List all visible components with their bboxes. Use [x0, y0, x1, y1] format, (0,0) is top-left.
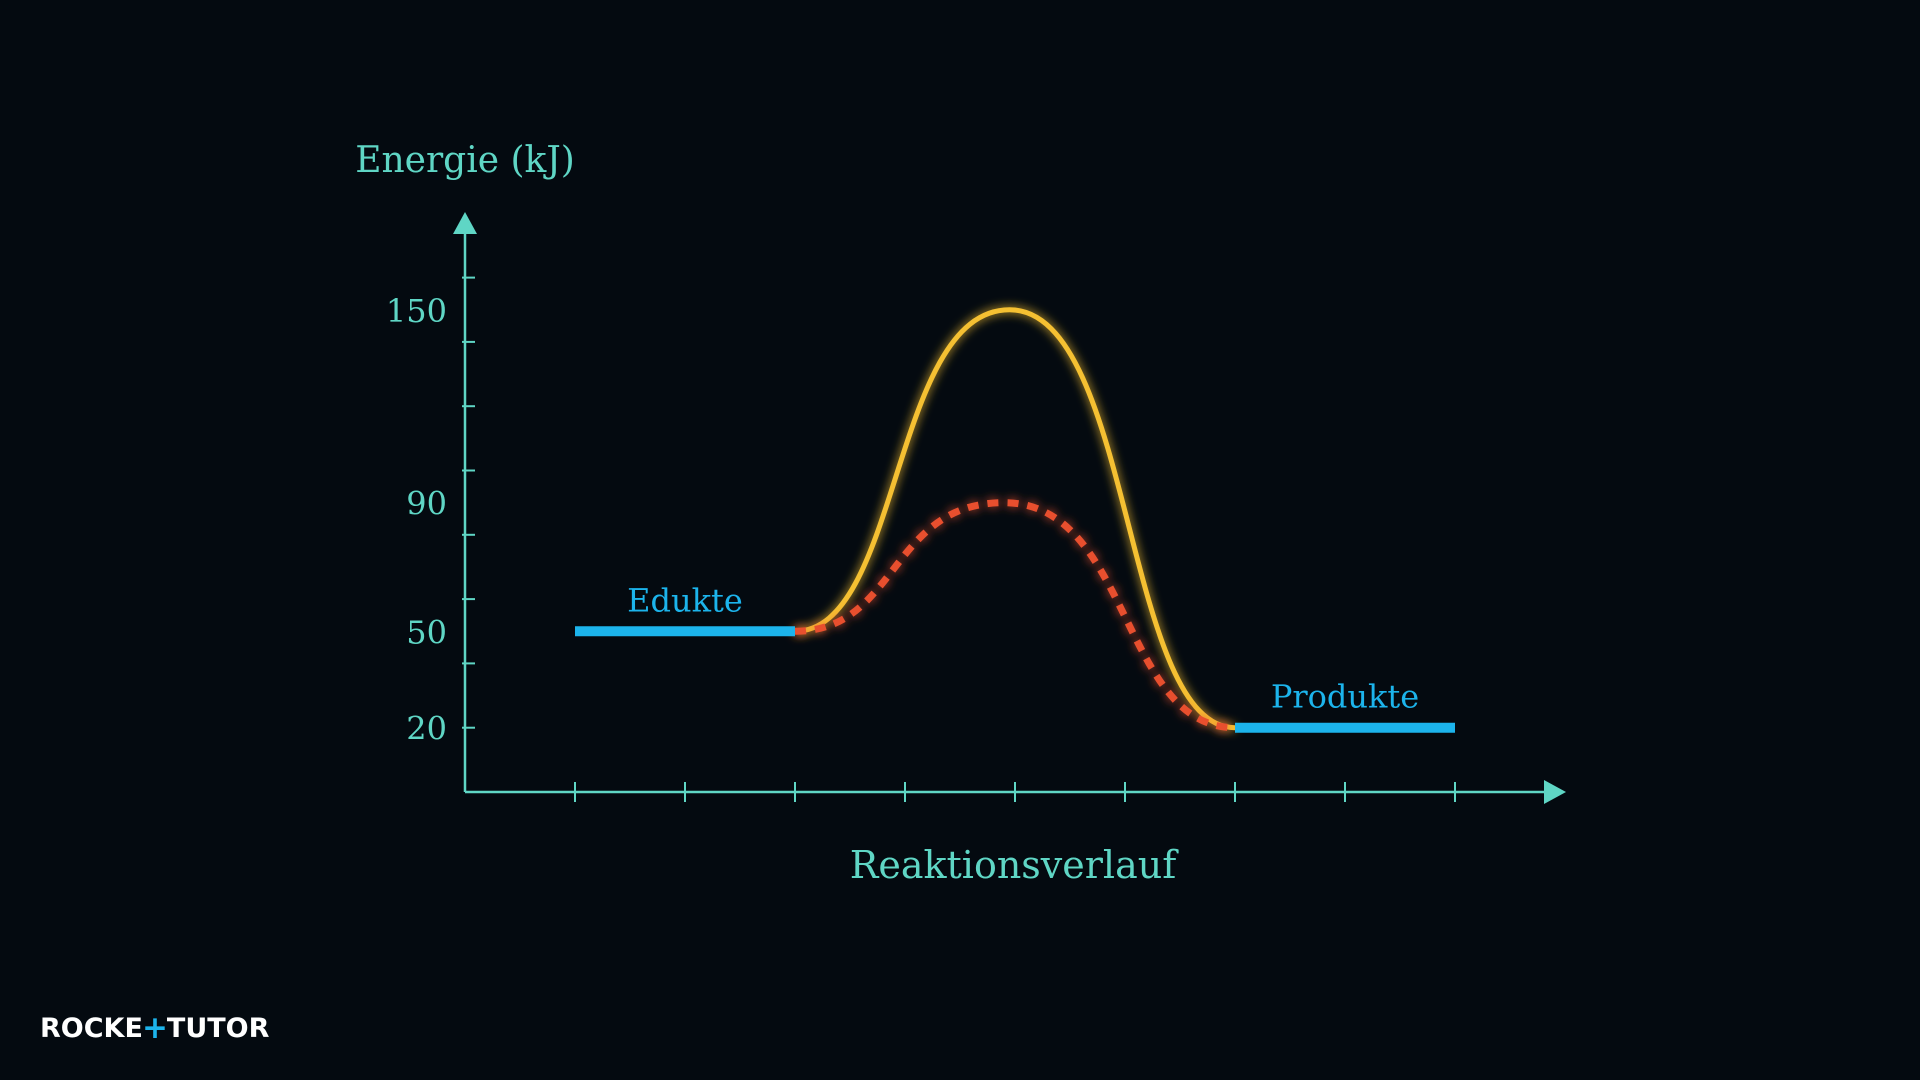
energy-level-label: Produkte: [1271, 678, 1419, 716]
x-axis-label: Reaktionsverlauf: [850, 843, 1179, 887]
y-tick-label: 20: [406, 710, 447, 748]
y-axis-arrow-icon: [453, 212, 477, 234]
y-tick-label: 90: [406, 485, 447, 523]
y-axis-label: Energie (kJ): [355, 140, 575, 181]
energy-level-label: Edukte: [627, 581, 743, 619]
logo-plus-icon: +: [141, 1010, 168, 1046]
uncatalyzed-energy-curve: [794, 307, 1236, 731]
y-tick-label: 150: [386, 292, 447, 330]
x-axis-arrow-icon: [1544, 780, 1566, 804]
logo-text-right: TUTOR: [166, 1012, 270, 1044]
rocket-tutor-logo: ROCKE + TUTOR: [40, 1008, 269, 1048]
catalyzed-energy-curve: [794, 499, 1236, 732]
logo-text-left: ROCKE: [40, 1012, 143, 1044]
y-tick-label: 50: [406, 613, 447, 651]
